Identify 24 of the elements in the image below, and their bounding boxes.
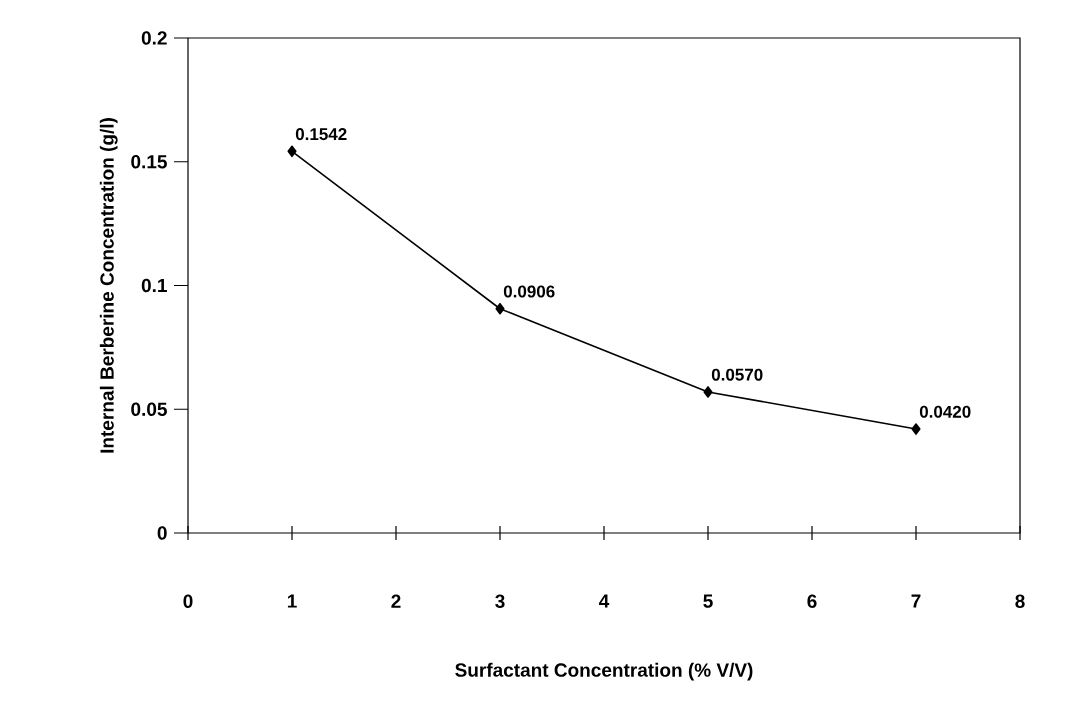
- point: [911, 423, 921, 435]
- x-tick-label: 2: [391, 594, 401, 608]
- data-label: 0.1542: [295, 128, 347, 141]
- point: [495, 302, 505, 315]
- y-tick-label: 0.1: [141, 278, 167, 293]
- x-tick-label: 5: [703, 594, 713, 608]
- x-tick-label: 3: [495, 594, 505, 608]
- x-axis-title: Surfactant Concentration (% V/V): [455, 662, 753, 681]
- x-tick-label: 0: [183, 594, 193, 608]
- data-label: 0.0570: [711, 368, 763, 381]
- x-tick-label: 4: [599, 594, 610, 608]
- y-tick-label: 0.15: [131, 155, 167, 169]
- y-tick-label: 0: [157, 526, 167, 540]
- y-tick-label: 0.2: [141, 31, 167, 45]
- x-tick-label: 7: [911, 594, 921, 608]
- data-label: 0.0420: [919, 405, 971, 418]
- x-tick-label: 8: [1015, 594, 1025, 608]
- x-tick-label: 6: [807, 594, 817, 608]
- point: [703, 386, 713, 398]
- x-tick-label: 1: [287, 594, 297, 608]
- point: [287, 145, 297, 158]
- data-label: 0.0906: [503, 285, 555, 298]
- y-tick-label: 0.05: [131, 402, 167, 416]
- y-axis-title: Internal Berberine Concentration (g/l): [99, 118, 118, 453]
